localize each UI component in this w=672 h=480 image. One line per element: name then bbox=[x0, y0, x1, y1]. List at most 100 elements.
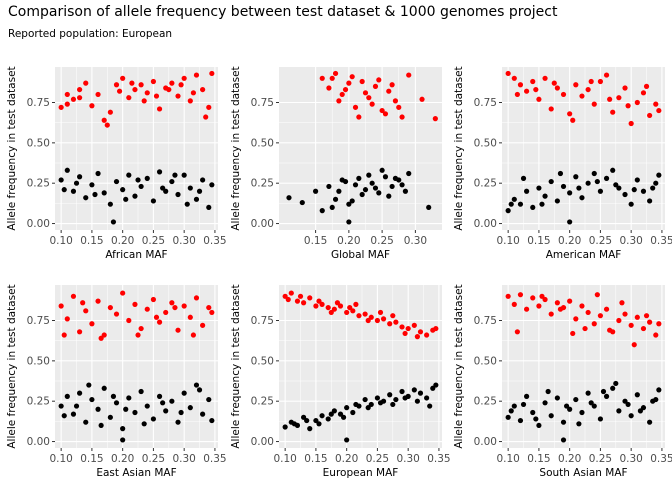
series-black bbox=[282, 382, 439, 443]
data-point bbox=[533, 416, 539, 422]
panel-2: 0.15 0.20 0.25 0.30 0.00 0.25 0.50 0.75 Global M… bbox=[230, 66, 442, 261]
data-point bbox=[175, 191, 181, 198]
data-point bbox=[200, 177, 206, 183]
x-tick-label: 0.15 bbox=[304, 235, 327, 247]
data-point bbox=[517, 82, 524, 88]
data-point bbox=[414, 398, 420, 404]
data-point bbox=[77, 174, 83, 180]
data-point bbox=[539, 201, 545, 207]
data-point bbox=[150, 416, 157, 422]
data-point bbox=[98, 422, 104, 429]
x-tick-label: 0.15 bbox=[80, 235, 103, 247]
data-point bbox=[101, 385, 107, 391]
data-point bbox=[107, 201, 113, 207]
data-point bbox=[95, 298, 101, 304]
data-point bbox=[337, 303, 344, 309]
data-point bbox=[150, 296, 157, 303]
y-tick-label: 0.75 bbox=[27, 315, 50, 327]
data-point bbox=[181, 172, 187, 178]
data-point bbox=[331, 306, 337, 312]
data-point bbox=[336, 98, 342, 104]
data-point bbox=[411, 387, 417, 393]
data-point bbox=[328, 411, 334, 417]
data-point bbox=[172, 304, 178, 311]
data-point bbox=[579, 409, 585, 416]
data-point bbox=[628, 322, 634, 328]
data-point bbox=[585, 309, 591, 316]
data-point bbox=[349, 198, 355, 204]
y-axis-title: Allele frequency in test dataset bbox=[453, 66, 465, 230]
data-point bbox=[187, 185, 193, 191]
x-tick-label: 0.25 bbox=[366, 453, 389, 465]
data-point bbox=[508, 201, 514, 207]
data-point bbox=[156, 319, 163, 325]
data-point bbox=[536, 185, 542, 191]
data-point bbox=[399, 182, 405, 188]
data-point bbox=[325, 304, 331, 311]
data-point bbox=[393, 319, 399, 325]
data-point bbox=[653, 101, 659, 107]
data-point bbox=[169, 300, 175, 306]
data-point bbox=[379, 167, 385, 173]
panel-6: 0.10 0.15 0.20 0.25 0.30 0.35 0.00 0.25 0.50 0.75… bbox=[453, 284, 672, 479]
data-point bbox=[332, 196, 339, 202]
data-point bbox=[286, 195, 292, 201]
data-point bbox=[347, 304, 353, 311]
y-tick-label: 0.75 bbox=[474, 97, 497, 109]
data-point bbox=[622, 85, 628, 91]
data-point bbox=[190, 332, 196, 338]
data-point bbox=[597, 78, 604, 85]
data-point bbox=[349, 74, 355, 80]
y-axis-title: Allele frequency in test dataset bbox=[230, 66, 242, 230]
data-point bbox=[113, 82, 120, 88]
data-point bbox=[399, 324, 405, 330]
data-point bbox=[107, 414, 113, 420]
data-point bbox=[107, 109, 113, 115]
data-point bbox=[570, 330, 576, 337]
data-point bbox=[567, 406, 573, 412]
data-point bbox=[61, 332, 67, 338]
data-point bbox=[156, 393, 163, 399]
data-point bbox=[365, 317, 371, 324]
data-point bbox=[511, 75, 517, 81]
data-point bbox=[64, 316, 70, 322]
data-point bbox=[570, 117, 576, 123]
data-point bbox=[70, 293, 77, 299]
data-point bbox=[585, 180, 591, 186]
data-point bbox=[184, 201, 190, 207]
data-point bbox=[316, 421, 322, 427]
data-point bbox=[291, 421, 297, 427]
data-point bbox=[539, 293, 545, 299]
data-point bbox=[530, 78, 536, 85]
data-point bbox=[64, 91, 70, 98]
data-point bbox=[591, 321, 597, 327]
data-point bbox=[344, 405, 350, 411]
data-point bbox=[350, 308, 356, 314]
data-point bbox=[386, 193, 392, 199]
data-point bbox=[588, 400, 594, 406]
x-tick-label: 0.30 bbox=[619, 453, 642, 465]
data-point bbox=[312, 188, 319, 194]
data-point bbox=[344, 437, 350, 443]
y-tick-label: 0.50 bbox=[27, 137, 50, 149]
data-point bbox=[368, 401, 374, 408]
panel-background bbox=[502, 285, 665, 448]
y-tick-label: 0.00 bbox=[27, 436, 50, 448]
x-tick-label: 0.25 bbox=[589, 453, 612, 465]
data-point bbox=[573, 82, 579, 88]
data-point bbox=[187, 314, 193, 320]
series-red bbox=[58, 290, 215, 341]
data-point bbox=[352, 182, 359, 188]
data-point bbox=[579, 195, 585, 201]
data-point bbox=[419, 96, 425, 102]
x-tick-label: 0.35 bbox=[203, 235, 226, 247]
data-point bbox=[193, 382, 200, 388]
data-point bbox=[610, 167, 616, 173]
data-point bbox=[193, 72, 200, 78]
data-point bbox=[557, 170, 564, 177]
data-point bbox=[307, 426, 313, 432]
x-axis-title: East Asian MAF bbox=[96, 467, 176, 479]
data-point bbox=[594, 178, 600, 185]
facet-grid: 0.10 0.15 0.20 0.25 0.30 0.35 0.00 0.25 0.50 0.75… bbox=[6, 66, 672, 479]
data-point bbox=[631, 342, 637, 348]
